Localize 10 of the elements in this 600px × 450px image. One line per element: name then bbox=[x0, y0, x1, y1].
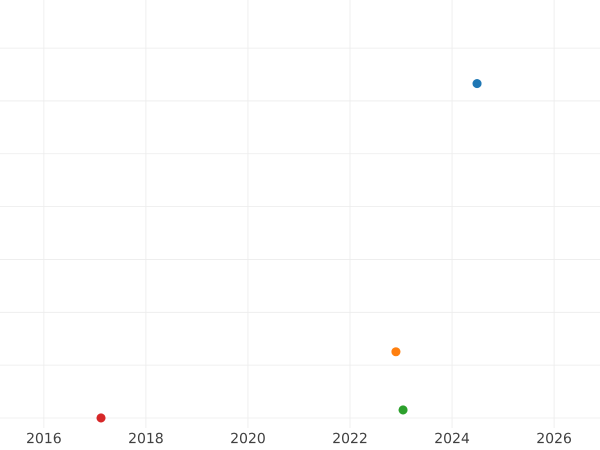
point bbox=[398, 405, 408, 414]
x-tick-label: 2024 bbox=[435, 432, 470, 444]
x-tick-label: 2020 bbox=[231, 432, 265, 444]
x-tick-label: 2026 bbox=[537, 432, 571, 444]
point bbox=[96, 413, 106, 423]
x-tick-label: 2018 bbox=[129, 432, 163, 444]
point bbox=[472, 79, 482, 88]
x-tick-label: 2016 bbox=[27, 432, 61, 444]
point bbox=[391, 347, 400, 356]
x-tick-label: 2022 bbox=[333, 432, 366, 444]
